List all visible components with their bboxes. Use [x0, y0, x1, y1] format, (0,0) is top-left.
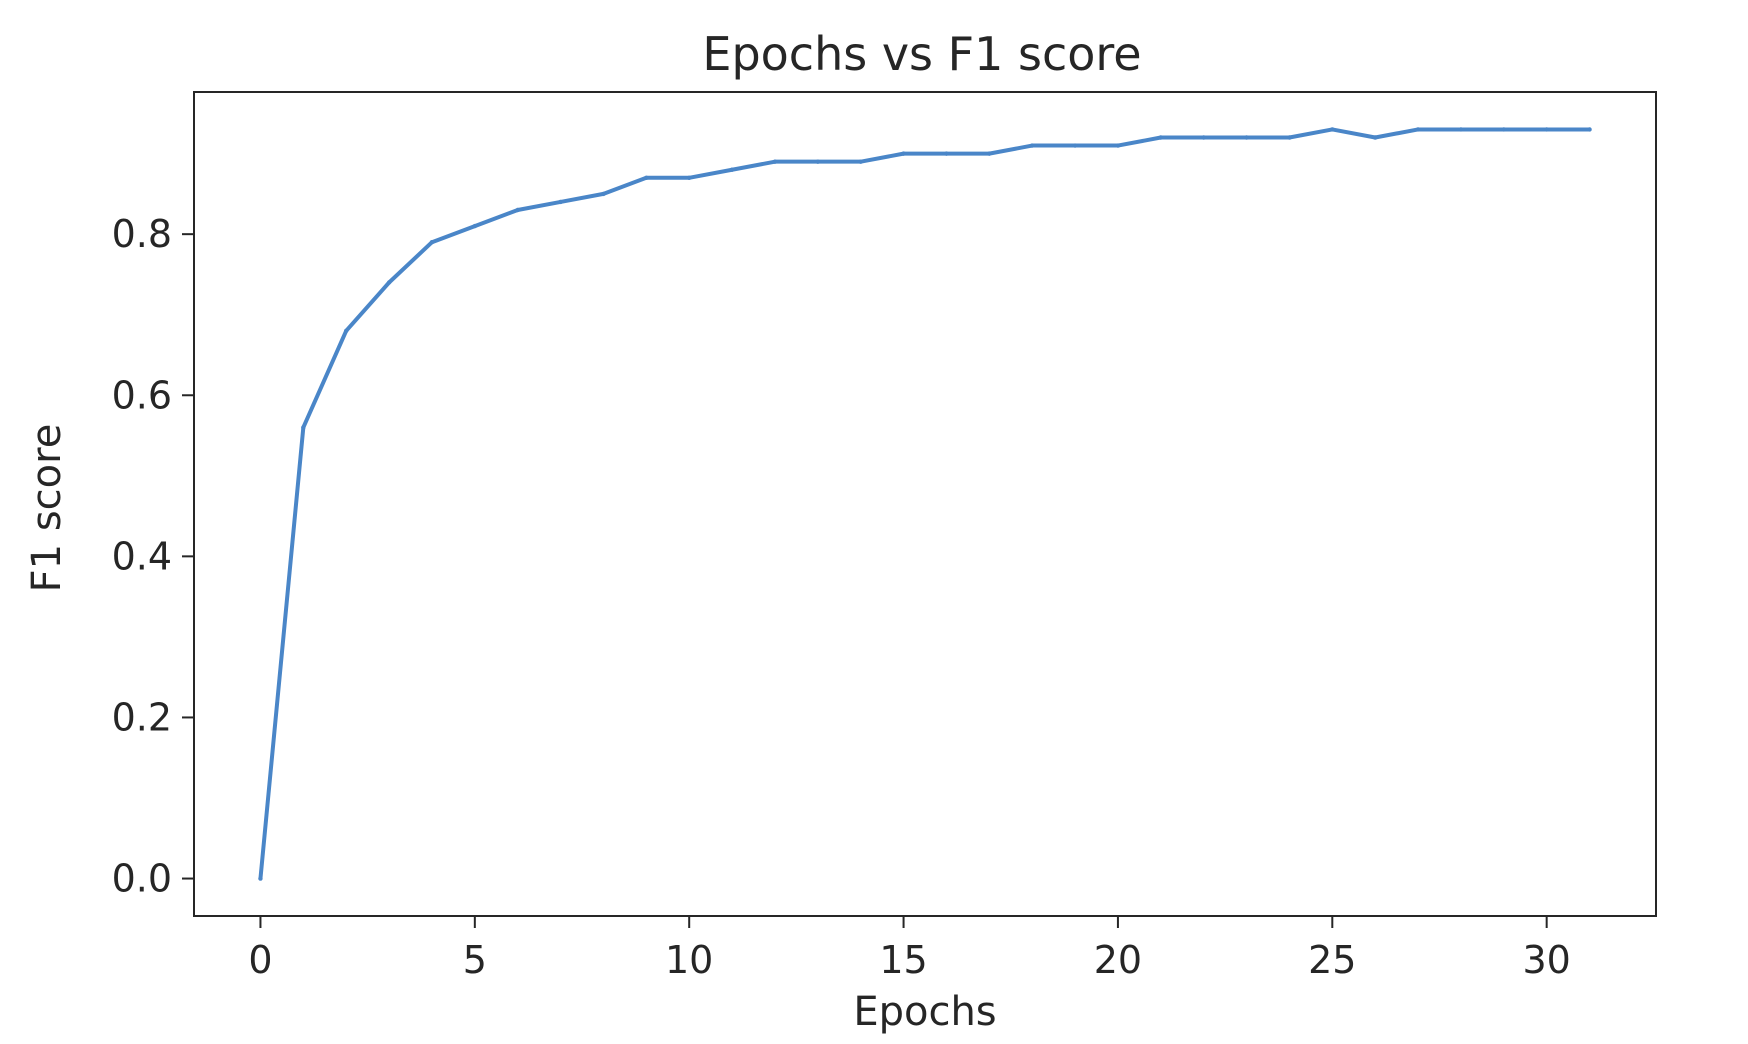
y-axis: 0.0 0.2 0.4 0.6 0.8	[112, 212, 194, 901]
y-tick-label: 0.2	[112, 695, 172, 739]
x-tick-label: 20	[1094, 938, 1142, 982]
series-layer	[258, 127, 1592, 881]
data-point	[815, 159, 821, 164]
data-point	[1587, 127, 1592, 132]
data-point	[1458, 127, 1464, 132]
data-point	[344, 328, 349, 334]
y-tick-label: 0.8	[112, 212, 172, 256]
data-point	[772, 159, 778, 164]
data-point	[1029, 143, 1035, 148]
data-point	[901, 151, 906, 156]
data-point	[1544, 127, 1549, 132]
x-tick-label: 5	[463, 938, 487, 982]
chart-title: Epochs vs F1 score	[702, 27, 1141, 81]
data-point	[558, 199, 563, 205]
data-point	[1330, 127, 1335, 132]
data-point	[729, 167, 735, 172]
data-point	[1372, 135, 1378, 140]
data-point	[472, 223, 478, 229]
data-point	[1115, 143, 1121, 148]
x-tick-label: 15	[879, 938, 927, 982]
series-line-0	[258, 127, 1592, 881]
data-point	[301, 425, 306, 430]
data-point	[429, 240, 435, 245]
data-point	[258, 876, 263, 881]
y-tick-label: 0.4	[112, 534, 172, 578]
x-axis-label: Epochs	[853, 989, 996, 1035]
y-tick-label: 0.0	[112, 857, 172, 901]
data-point	[386, 280, 392, 285]
data-point	[1244, 135, 1249, 140]
plot-area-frame	[193, 91, 1657, 917]
data-point	[1158, 135, 1164, 140]
data-point	[601, 191, 606, 197]
y-tick-label: 0.6	[112, 373, 172, 417]
data-point	[644, 175, 649, 180]
data-point	[686, 175, 692, 180]
x-tick-label: 25	[1308, 938, 1356, 982]
x-tick-label: 30	[1522, 938, 1570, 982]
x-axis: 0 5 10 15 20 25 30	[248, 916, 1571, 982]
data-point	[1201, 135, 1206, 140]
data-point	[944, 151, 949, 156]
data-point	[1287, 135, 1292, 140]
data-point	[858, 159, 863, 164]
data-point	[987, 151, 992, 156]
data-point	[1415, 127, 1421, 132]
x-tick-label: 0	[248, 938, 272, 982]
y-axis-label: F1 score	[24, 424, 70, 593]
data-point	[1072, 143, 1078, 148]
data-point	[1501, 127, 1506, 132]
data-point	[515, 207, 520, 213]
x-tick-label: 10	[665, 938, 713, 982]
